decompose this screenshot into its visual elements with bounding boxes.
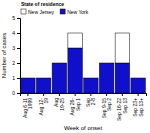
bar	[36, 78, 50, 93]
tick-label: Aug 12-19	[38, 98, 50, 116]
axis-line	[21, 94, 147, 97]
bar	[99, 63, 113, 64]
tick: Sep 16-22Sep 13	[116, 93, 128, 121]
bar	[115, 33, 129, 63]
tick-mark	[75, 93, 76, 96]
tick-mark	[43, 93, 44, 96]
tick-label: Sep 9-15Sep 2	[101, 98, 113, 119]
bar	[131, 78, 145, 79]
tick: 3	[12, 45, 20, 51]
legend-swatch	[21, 9, 26, 14]
tick: 0	[12, 90, 20, 96]
bar	[21, 78, 35, 93]
tick-mark	[17, 48, 20, 49]
tick: 1	[12, 75, 20, 81]
tick-mark	[122, 93, 123, 96]
x-axis: Aug 6-111999 Aug 12-19Aug19-25 Aug 26-Sep …	[21, 93, 147, 121]
tick: Aug19-25	[53, 93, 65, 111]
bar	[84, 78, 98, 93]
tick: Aug 26-Sep 1	[69, 93, 81, 116]
tick-mark	[17, 93, 20, 94]
legend-entry: New York	[60, 9, 89, 15]
tick-mark	[17, 33, 20, 34]
axis-line	[17, 19, 21, 94]
legend: State of residence New Jersey New York	[21, 1, 89, 15]
tick-label: Aug19-25	[53, 98, 65, 111]
tick-label: Aug 6-111999	[22, 98, 34, 118]
legend-title: State of residence	[21, 1, 64, 7]
tick: Sep 9-15Sep 2	[101, 93, 113, 118]
tick-mark	[17, 78, 20, 79]
legend-entry: New Jersey	[21, 9, 55, 15]
bar	[36, 78, 50, 79]
legend-label: New York	[67, 9, 89, 15]
tick: 5	[12, 15, 20, 21]
y-axis-title: Number of cases	[1, 33, 7, 78]
bar	[52, 63, 66, 93]
tick-label: 0	[12, 90, 15, 96]
tick-label: 5	[12, 15, 15, 21]
bar	[21, 78, 35, 79]
tick-label: 1	[12, 75, 15, 81]
legend-swatch	[60, 9, 65, 14]
tick-label: Aug 26-Sep 1	[69, 98, 81, 116]
tick-label: 2	[12, 60, 15, 66]
bar	[99, 63, 113, 93]
bar	[68, 33, 82, 48]
bar	[68, 48, 82, 93]
series	[68, 33, 130, 63]
tick-mark	[17, 18, 20, 19]
tick-mark	[138, 93, 139, 96]
tick-label: Sep 23+Sep 13+	[132, 98, 144, 117]
tick-mark	[59, 93, 60, 96]
tick: Sep2-8	[85, 93, 97, 107]
tick-label: Sep 16-22Sep 13	[116, 98, 128, 121]
tick-mark	[90, 93, 91, 96]
bar	[84, 78, 98, 79]
x-axis-title: Week of onset	[64, 125, 103, 131]
bar	[131, 78, 145, 93]
bar	[115, 63, 129, 93]
tick-mark	[106, 93, 107, 96]
tick-mark	[17, 63, 20, 64]
tick-label: 3	[12, 45, 15, 51]
tick: Aug 12-19	[38, 93, 50, 116]
bar	[52, 63, 66, 64]
tick: Aug 6-111999	[22, 93, 34, 118]
tick: 4	[12, 30, 20, 36]
y-axis: 0 1 2 3 4 5	[12, 15, 20, 96]
plot: 0 1 2 3 4 5 Aug 6-111999 Aug 12-19Aug19-25 Aug 2…	[12, 15, 146, 121]
tick: 2	[12, 60, 20, 66]
tick-mark	[27, 93, 28, 96]
tick-label: Sep2-8	[85, 98, 97, 107]
legend-label: New Jersey	[28, 9, 55, 15]
tick: Sep 23+Sep 13+	[132, 93, 144, 117]
bars	[21, 33, 146, 93]
chart: 0 1 2 3 4 5 Aug 6-111999 Aug 12-19Aug19-25 Aug 2…	[0, 0, 150, 133]
tick-label: 4	[12, 30, 15, 36]
